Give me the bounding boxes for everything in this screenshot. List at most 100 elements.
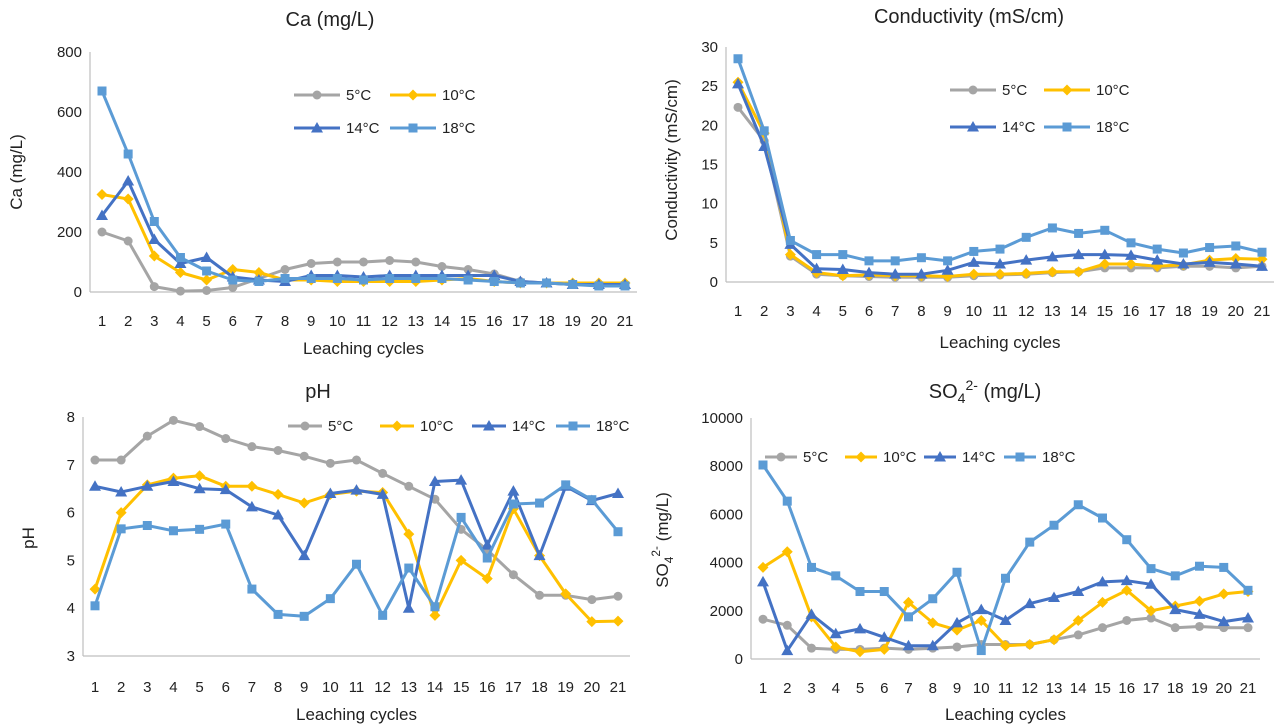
data-point [951, 616, 963, 628]
x-tick-label: 12 [374, 679, 391, 696]
data-point [174, 267, 186, 278]
data-point [142, 521, 152, 531]
data-point [115, 507, 127, 519]
data-point [385, 274, 395, 283]
data-point [247, 442, 257, 452]
data-point [325, 594, 335, 604]
y-tick-label: 800 [57, 44, 82, 61]
x-tick-label: 1 [98, 313, 106, 330]
data-point [613, 591, 623, 601]
data-point [854, 646, 866, 658]
data-point [481, 573, 493, 585]
legend-marker [855, 451, 867, 463]
y-tick-label: 8 [67, 409, 75, 426]
x-tick-label: 9 [943, 303, 951, 320]
legend-marker [407, 89, 419, 101]
x-tick-label: 8 [281, 313, 289, 330]
data-point [1072, 248, 1085, 260]
data-point [221, 519, 231, 529]
data-point [1120, 574, 1133, 586]
data-point [916, 253, 926, 263]
legend-marker [311, 122, 323, 133]
data-point [999, 614, 1012, 625]
data-point [193, 482, 206, 494]
data-point [1023, 597, 1036, 609]
data-point [142, 431, 152, 441]
data-point [560, 588, 572, 600]
data-point [1020, 267, 1032, 279]
x-tick-label: 7 [248, 679, 256, 696]
series-5c [90, 415, 623, 605]
data-point [620, 281, 630, 291]
data-point [1001, 573, 1010, 583]
data-point [926, 639, 939, 651]
data-point [830, 641, 842, 653]
data-point [1048, 634, 1060, 646]
legend-label: 14°C [346, 120, 380, 137]
data-point [1073, 500, 1083, 510]
x-tick-label: 10 [329, 313, 346, 330]
data-point [1256, 253, 1268, 265]
legend-marker [776, 452, 786, 462]
data-point [1177, 257, 1190, 269]
x-tick-label: 4 [169, 679, 177, 696]
y-tick-label: 8000 [710, 458, 743, 475]
data-point [96, 189, 108, 200]
x-tick-label: 7 [904, 680, 912, 697]
data-point [350, 484, 363, 495]
x-tick-label: 12 [1018, 303, 1035, 320]
data-point [455, 554, 467, 566]
data-point [228, 275, 238, 285]
legend-item: 5°C [294, 87, 371, 104]
data-point [952, 642, 962, 652]
legend-marker [1061, 84, 1073, 96]
data-point [376, 488, 389, 499]
x-tick-label: 17 [505, 679, 522, 696]
data-point [227, 264, 239, 275]
data-point [481, 539, 494, 550]
data-point [612, 487, 624, 498]
data-point [507, 485, 520, 496]
legend-marker [300, 421, 310, 431]
data-point [96, 209, 108, 220]
y-tick-label: 10 [701, 196, 718, 213]
data-point [613, 527, 623, 537]
legend-item: 5°C [950, 82, 1027, 99]
data-point [1170, 571, 1180, 581]
x-tick-label: 2 [783, 680, 791, 697]
y-tick-label: 10000 [701, 410, 743, 427]
data-point [782, 496, 792, 506]
data-point [1024, 639, 1036, 651]
chart-title: Ca (mg/L) [286, 9, 375, 31]
x-tick-label: 17 [1149, 303, 1166, 320]
x-tick-label: 10 [322, 679, 339, 696]
data-point [149, 282, 159, 292]
data-point [141, 480, 154, 491]
x-tick-label: 13 [1046, 680, 1063, 697]
x-tick-label: 14 [434, 313, 451, 330]
data-point [915, 268, 928, 279]
data-point [272, 508, 285, 520]
x-tick-label: 8 [917, 303, 925, 320]
data-point [1257, 247, 1267, 257]
data-point [854, 622, 866, 634]
y-tick-label: 600 [57, 104, 82, 121]
legend: 5°C 10°C 14°C 18°C [765, 449, 1076, 466]
data-point [411, 274, 421, 283]
data-point [175, 286, 185, 296]
x-tick-label: 20 [1227, 303, 1244, 320]
data-point [378, 468, 388, 478]
data-point [855, 587, 865, 597]
y-tick-label: 15 [701, 157, 718, 174]
legend-marker [968, 85, 978, 95]
data-point [463, 275, 473, 285]
data-point [273, 445, 283, 455]
data-point [247, 584, 257, 594]
legend-marker [408, 123, 418, 133]
legend-label: 10°C [442, 87, 476, 104]
data-point [1256, 260, 1268, 271]
data-point [429, 609, 441, 621]
data-point [1099, 258, 1111, 270]
